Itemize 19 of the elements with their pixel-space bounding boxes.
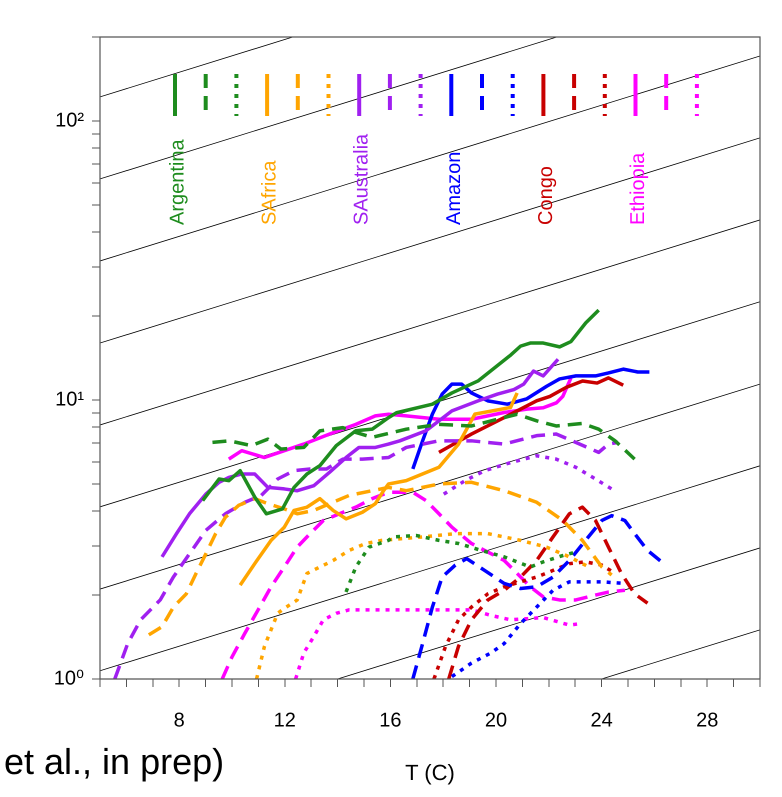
line-series (220, 490, 627, 679)
x-tick-label: 24 (590, 710, 613, 732)
x-tick-label: 8 (174, 710, 185, 732)
text: Congo (534, 166, 557, 225)
y-tick-label: 10¹ (55, 388, 84, 411)
legend-label: SAustralia (350, 132, 373, 225)
x-axis-title: T (C) (405, 760, 455, 785)
text: SAfrica (258, 160, 281, 225)
text: et al., in prep) (4, 741, 224, 782)
y-tick-label: 10² (55, 110, 84, 132)
x-tick-label: 20 (484, 710, 508, 732)
y-tick-label: 10⁰ (54, 668, 84, 690)
text: Amazon (442, 152, 465, 225)
x-tick-label: 16 (379, 710, 402, 732)
x-tick-label: 28 (696, 710, 718, 732)
legend-label: Argentina (166, 138, 189, 225)
text: Ethiopia (627, 152, 650, 225)
line-series (442, 454, 614, 496)
x-tick-label: 12 (274, 710, 296, 732)
